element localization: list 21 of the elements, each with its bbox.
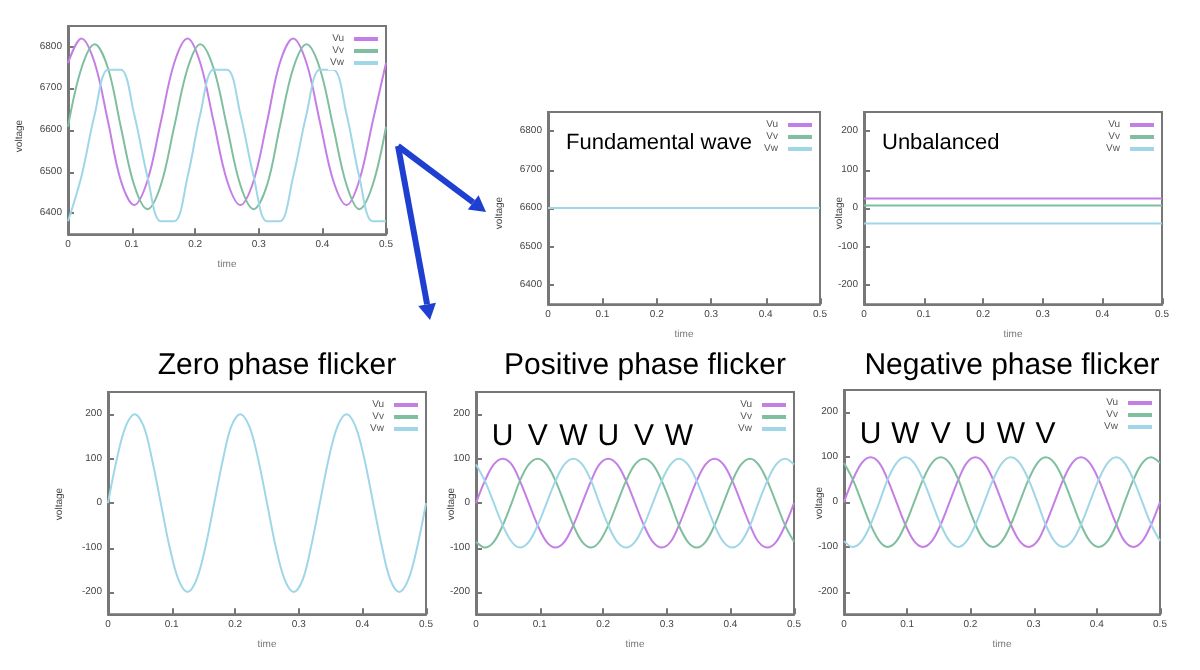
line-series xyxy=(107,413,427,593)
text: Fundamental wave xyxy=(566,131,752,155)
annotation: U xyxy=(491,418,514,453)
annotation: U xyxy=(859,417,882,452)
annotation: W xyxy=(996,417,1027,452)
annotation: W xyxy=(891,417,922,452)
line-series xyxy=(475,457,795,549)
chart-title: Positive phase flicker xyxy=(504,348,786,382)
chart-title: Zero phase flicker xyxy=(157,348,397,382)
annotation: W xyxy=(559,418,590,453)
annotation: W xyxy=(664,418,695,453)
annotation: V xyxy=(1035,417,1056,452)
annotation: U xyxy=(597,418,620,453)
line-series xyxy=(67,68,387,223)
annotation: V xyxy=(633,418,654,453)
line-series xyxy=(843,456,1161,548)
annotation: V xyxy=(930,417,951,452)
annotation: V xyxy=(527,418,548,453)
annotation: U xyxy=(964,417,987,452)
text: Unbalanced xyxy=(882,131,1000,155)
chart-title: Negative phase flicker xyxy=(864,348,1160,382)
